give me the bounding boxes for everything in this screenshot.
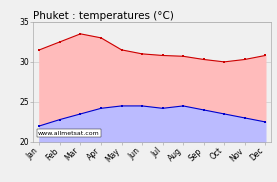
Text: Phuket : temperatures (°C): Phuket : temperatures (°C) xyxy=(33,11,174,21)
Text: www.allmetsat.com: www.allmetsat.com xyxy=(38,131,100,136)
